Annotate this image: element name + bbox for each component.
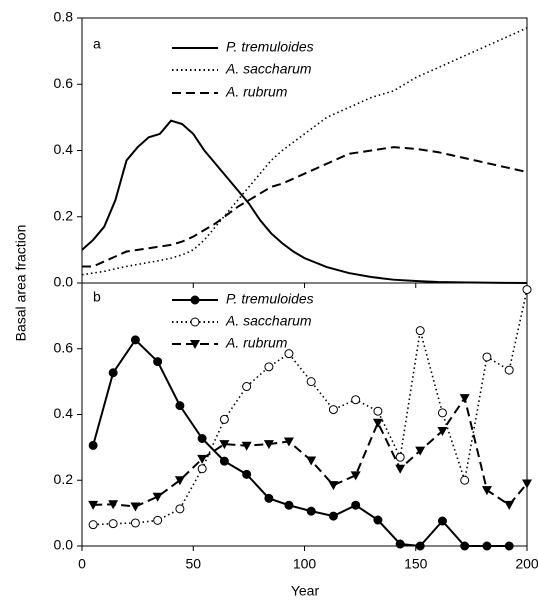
x-tick-label: 150 (404, 556, 428, 572)
panel-label: b (93, 289, 101, 305)
marker (263, 440, 274, 450)
y-tick-label: 0.2 (54, 207, 74, 223)
legend-label: A. saccharum (225, 313, 312, 329)
marker (522, 285, 532, 295)
marker (264, 493, 274, 503)
y-tick-label: 0.0 (54, 537, 74, 553)
marker (130, 502, 141, 512)
marker (130, 335, 140, 345)
marker (373, 406, 383, 416)
series-line (82, 146, 528, 268)
y-axis-label: Basal area fraction (13, 225, 29, 342)
marker (264, 362, 274, 372)
marker (350, 471, 361, 481)
marker (459, 394, 470, 404)
marker (242, 382, 252, 392)
marker (351, 500, 361, 510)
marker (504, 500, 515, 510)
marker (108, 519, 118, 529)
marker (174, 476, 185, 486)
y-tick-label: 0.2 (54, 471, 74, 487)
marker (373, 515, 383, 525)
marker (415, 446, 426, 456)
marker (415, 326, 425, 336)
marker (504, 365, 514, 375)
marker (219, 440, 230, 450)
marker (88, 500, 99, 510)
marker (197, 464, 207, 474)
y-tick-label: 0.6 (54, 75, 74, 91)
marker (108, 500, 119, 510)
marker (284, 500, 294, 510)
marker (328, 481, 339, 491)
panel-label: a (93, 36, 101, 52)
marker (437, 408, 447, 418)
legend-label: P. tremuloides (226, 39, 314, 55)
marker (482, 541, 492, 551)
marker (395, 464, 406, 474)
marker (197, 454, 208, 464)
series-line (81, 27, 528, 276)
marker (328, 511, 338, 521)
y-tick-label: 0.6 (54, 339, 74, 355)
legend-label: P. tremuloides (226, 291, 314, 307)
legend-label: A. saccharum (225, 61, 312, 77)
marker (395, 452, 405, 462)
marker (88, 440, 98, 450)
marker (219, 456, 229, 466)
x-tick-label: 100 (293, 556, 317, 572)
series-line (92, 338, 510, 548)
marker (306, 506, 316, 516)
legend-marker (190, 340, 200, 349)
marker (197, 433, 207, 443)
marker (460, 541, 470, 551)
marker (460, 475, 470, 485)
marker (437, 516, 447, 526)
y-tick-label: 0.8 (54, 9, 74, 25)
marker (372, 418, 383, 428)
series-line (93, 289, 528, 526)
marker (241, 441, 252, 451)
x-tick-label: 50 (185, 556, 201, 572)
x-tick-label: 0 (78, 556, 86, 572)
marker (306, 456, 317, 466)
marker (88, 520, 98, 530)
series-line (81, 119, 528, 284)
marker (153, 357, 163, 367)
x-axis-label: Year (291, 583, 320, 599)
marker (306, 377, 316, 387)
marker (482, 352, 492, 362)
marker (351, 395, 361, 405)
marker (481, 486, 492, 496)
marker (219, 414, 229, 424)
marker (395, 539, 405, 549)
marker (242, 469, 252, 479)
x-tick-label: 200 (515, 556, 538, 572)
legend-label: A. rubrum (225, 335, 288, 351)
marker (130, 518, 140, 528)
y-tick-label: 0.0 (54, 274, 74, 290)
marker (153, 515, 163, 525)
legend-label: A. rubrum (225, 84, 288, 100)
marker (175, 504, 185, 514)
marker (284, 349, 294, 359)
marker (175, 401, 185, 411)
y-tick-label: 0.4 (54, 405, 74, 421)
marker (504, 541, 514, 551)
marker (283, 437, 294, 447)
legend-marker (190, 295, 200, 305)
marker (415, 541, 425, 551)
marker (108, 368, 118, 378)
marker (437, 426, 448, 436)
marker (522, 479, 532, 489)
y-tick-label: 0.4 (54, 141, 74, 157)
marker (152, 492, 163, 502)
legend-marker (190, 317, 200, 327)
marker (328, 405, 338, 415)
